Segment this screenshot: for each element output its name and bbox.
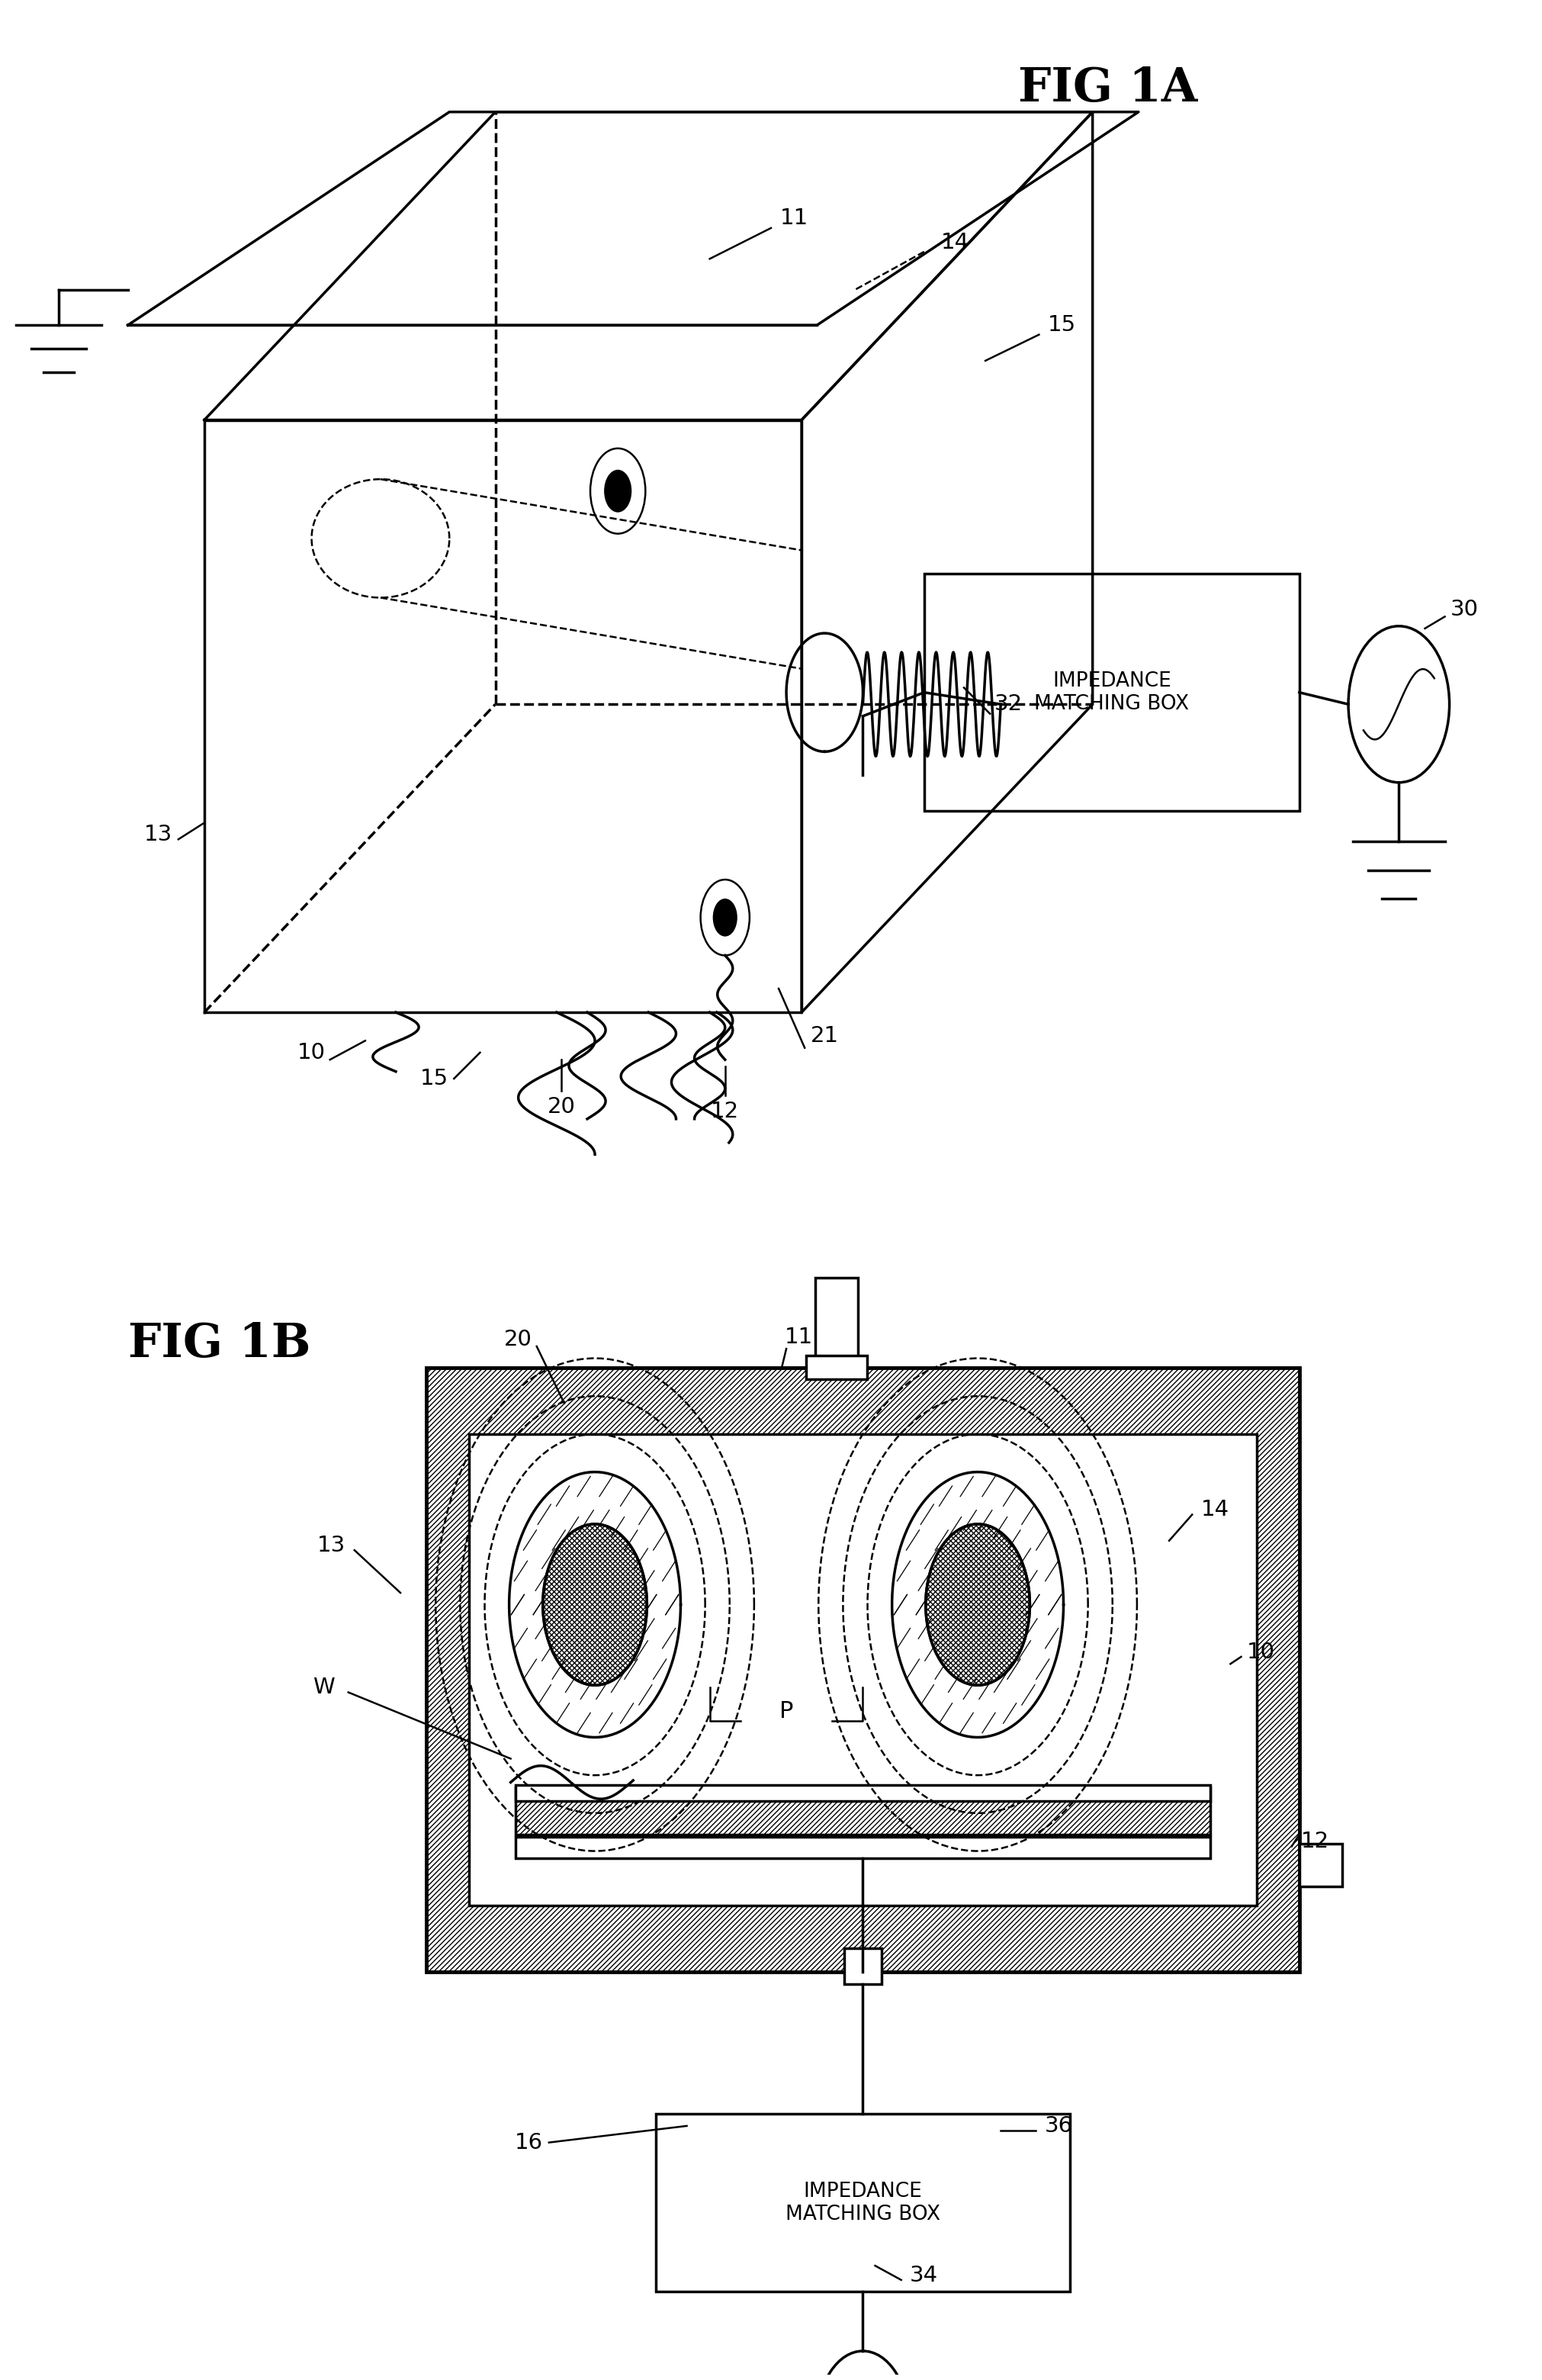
Text: 20: 20 — [547, 1097, 575, 1119]
Text: IMPEDANCE
MATCHING BOX: IMPEDANCE MATCHING BOX — [785, 2182, 941, 2225]
Text: 13: 13 — [318, 1535, 345, 1557]
Text: 20: 20 — [504, 1328, 532, 1349]
Bar — [806, 1357, 867, 1380]
Text: P: P — [779, 1699, 793, 1723]
Bar — [1300, 1844, 1342, 1887]
Text: 14: 14 — [1201, 1499, 1229, 1521]
Bar — [515, 1785, 1210, 1802]
Circle shape — [543, 1523, 648, 1685]
Text: 12: 12 — [711, 1102, 739, 1123]
Text: 16: 16 — [515, 2132, 543, 2154]
Bar — [515, 1787, 1210, 1835]
Bar — [845, 1949, 882, 1985]
Text: 15: 15 — [1049, 314, 1076, 336]
Text: W: W — [313, 1678, 335, 1699]
Bar — [657, 2113, 1070, 2292]
Text: 11: 11 — [780, 207, 808, 228]
Text: 14: 14 — [941, 231, 968, 252]
Circle shape — [604, 469, 632, 512]
Text: 11: 11 — [785, 1326, 813, 1347]
Text: 30: 30 — [1451, 600, 1479, 621]
Text: 15: 15 — [419, 1069, 449, 1090]
Text: IMPEDANCE
MATCHING BOX: IMPEDANCE MATCHING BOX — [1035, 671, 1189, 714]
Text: FIG 1A: FIG 1A — [1018, 64, 1198, 112]
Bar — [469, 1435, 1257, 1906]
Bar — [816, 1278, 859, 1368]
Text: FIG 1B: FIG 1B — [128, 1321, 310, 1366]
Text: 13: 13 — [145, 823, 173, 845]
Bar — [427, 1368, 1300, 1973]
Bar — [924, 574, 1300, 812]
Text: 32: 32 — [995, 693, 1022, 714]
Text: 10: 10 — [1247, 1642, 1275, 1664]
Text: 34: 34 — [910, 2263, 938, 2285]
Text: 10: 10 — [298, 1042, 325, 1064]
Text: 21: 21 — [811, 1026, 839, 1047]
Text: 12: 12 — [1300, 1830, 1329, 1852]
Bar — [515, 1837, 1210, 1859]
Text: 36: 36 — [1045, 2116, 1073, 2137]
Circle shape — [700, 881, 749, 954]
Circle shape — [925, 1523, 1030, 1685]
Circle shape — [817, 2351, 908, 2380]
Circle shape — [712, 900, 737, 935]
Circle shape — [1348, 626, 1449, 783]
